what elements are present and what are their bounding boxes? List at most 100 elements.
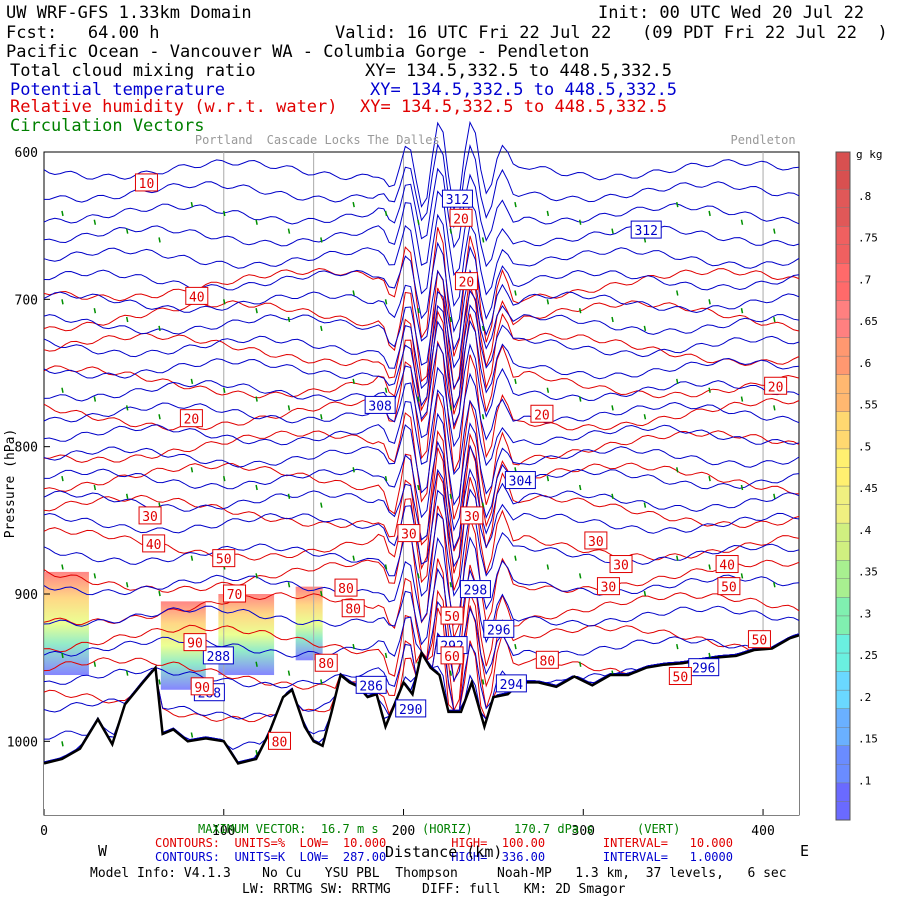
colorbar-tick-label: .45 — [858, 482, 878, 495]
circulation-vector — [61, 210, 64, 217]
max-vector-horiz-label: (HORIZ) — [422, 822, 473, 836]
field-cloud-xy: XY= 134.5,332.5 to 448.5,332.5 — [365, 61, 673, 81]
circulation-vector — [255, 308, 258, 314]
rh-label: 10 — [139, 177, 155, 192]
theta-label: 288 — [207, 650, 230, 665]
circulation-vector — [417, 396, 420, 402]
rh-label-box — [183, 633, 207, 652]
rh-label: 20 — [768, 380, 784, 395]
circulation-vector — [287, 405, 291, 411]
rh-label-box — [212, 549, 236, 568]
rh-label-box — [440, 646, 464, 665]
colorbar-segment — [835, 671, 851, 691]
rh-label-box — [223, 584, 247, 603]
rh-label-box — [584, 531, 608, 550]
colorbar-segment — [835, 207, 851, 227]
theta-contour — [43, 213, 800, 308]
theta-contour — [44, 143, 800, 229]
theta-contours-info: CONTOURS: UNITS=K LOW= 287.00 HIGH= 336.… — [155, 850, 733, 864]
rh-label-box — [668, 667, 692, 686]
circulation-vector — [125, 316, 129, 323]
field-theta-xy: XY= 134.5,332.5 to 448.5,332.5 — [370, 80, 678, 100]
rh-label: 90 — [194, 681, 210, 696]
circulation-vector — [93, 573, 97, 579]
circulation-vector — [320, 590, 323, 597]
circulation-vector — [320, 414, 323, 420]
rh-label-box — [449, 208, 473, 227]
circulation-vector — [708, 652, 711, 659]
circulation-vector — [611, 228, 614, 234]
circulation-vector — [578, 484, 582, 491]
circulation-vector — [449, 493, 452, 499]
colorbar-segment — [835, 374, 851, 394]
location-label: Portland — [195, 133, 253, 147]
circulation-vector — [287, 582, 291, 588]
circulation-vector — [417, 308, 420, 314]
circulation-vector — [611, 405, 614, 411]
x-tick-label: 0 — [40, 824, 48, 839]
circulation-vector — [708, 387, 711, 393]
field-rh-name: Relative humidity (w.r.t. water) — [10, 97, 338, 117]
colorbar-tick-label: .1 — [858, 774, 871, 787]
east-label: E — [800, 842, 810, 860]
rh-contour — [43, 286, 800, 415]
colorbar-segment — [835, 411, 851, 431]
colorbar-tick-label: .55 — [858, 399, 878, 412]
circulation-vector — [708, 475, 711, 482]
circulation-vector — [676, 467, 679, 473]
max-vector-vert-label: (VERT) — [637, 822, 681, 836]
colorbar-tick-label: .8 — [858, 190, 871, 203]
circulation-vector — [190, 201, 194, 208]
rh-label-box — [341, 599, 365, 618]
circulation-vector — [514, 378, 517, 385]
rh-label: 50 — [673, 671, 689, 686]
rh-label: 80 — [345, 603, 361, 618]
circulation-vector — [740, 573, 744, 579]
rh-label: 20 — [534, 408, 550, 423]
x-tick-label: 200 — [392, 824, 415, 839]
circulation-vector — [125, 493, 129, 499]
rh-label: 80 — [540, 654, 556, 669]
circulation-vector — [287, 670, 291, 676]
cloud-patch — [295, 586, 323, 661]
rh-label: 80 — [272, 735, 288, 750]
y-tick-label: 1000 — [7, 735, 38, 750]
theta-label-box — [441, 189, 473, 208]
location-label: Cascade Locks — [267, 133, 361, 147]
theta-contour — [44, 440, 800, 532]
theta-contour — [43, 467, 800, 550]
circulation-vector — [676, 643, 679, 650]
circulation-vector — [125, 405, 129, 411]
colorbar-tick-label: .65 — [858, 315, 878, 328]
theta-contour — [43, 241, 800, 333]
theta-contour — [43, 269, 800, 352]
rh-label-box — [179, 409, 203, 428]
colorbar-unit: g kg — [856, 148, 883, 161]
rh-label-box — [717, 577, 741, 596]
circulation-vector — [255, 661, 258, 667]
circulation-vector — [287, 493, 291, 499]
colorbar-segment — [835, 597, 851, 617]
valid-time: Valid: 16 UTC Fri 22 Jul 22 (09 PDT Fri … — [335, 23, 888, 43]
circulation-vector — [449, 670, 452, 676]
circulation-vector — [255, 750, 258, 756]
rh-label: 50 — [444, 610, 460, 625]
theta-label: 312 — [446, 193, 469, 208]
circulation-vector — [125, 670, 129, 676]
circulation-vector — [223, 299, 226, 305]
colorbar-segment — [835, 281, 851, 301]
theta-label: 286 — [359, 679, 382, 694]
circulation-vector — [320, 237, 323, 243]
colorbar-segment — [835, 615, 851, 635]
circulation-vector — [352, 643, 355, 650]
x-tick-label: 400 — [751, 824, 774, 839]
chart-title: UW WRF-GFS 1.33km Domain — [6, 3, 252, 23]
circulation-vector — [93, 484, 97, 491]
terrain-fill — [44, 635, 799, 815]
rh-label: 30 — [613, 559, 629, 574]
circulation-vector — [708, 564, 711, 570]
theta-label: 308 — [368, 399, 391, 414]
circulation-vector — [158, 590, 161, 597]
colorbar-segment — [835, 745, 851, 765]
location-label: The Dalles — [367, 133, 439, 147]
